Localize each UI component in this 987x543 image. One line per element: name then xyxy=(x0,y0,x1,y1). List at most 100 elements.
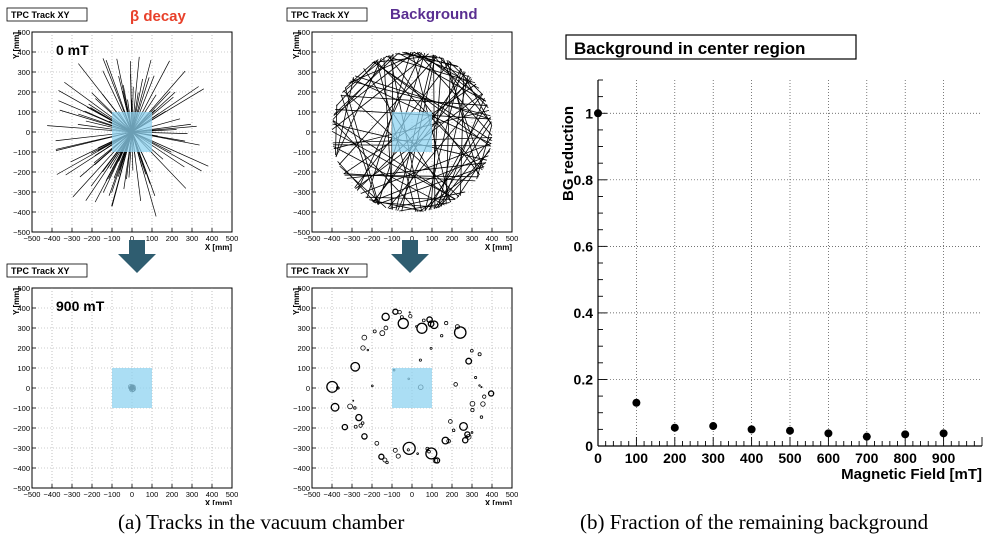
track xyxy=(335,57,382,158)
down-arrow-icon xyxy=(391,240,429,273)
x-tick-label: 0 xyxy=(594,450,602,466)
track xyxy=(350,361,361,372)
x-tick-label: 200 xyxy=(166,234,179,243)
track xyxy=(416,51,493,136)
x-tick-label: −100 xyxy=(104,490,121,499)
track xyxy=(408,314,413,319)
x-tick-label: 100 xyxy=(426,490,439,499)
y-tick-label: 500 xyxy=(17,284,30,293)
x-tick-label: −100 xyxy=(384,490,401,499)
x-tick-label: 400 xyxy=(486,234,499,243)
x-tick-label: −300 xyxy=(64,234,81,243)
x-tick-label: −300 xyxy=(64,490,81,499)
track xyxy=(337,386,340,390)
y-tick-label: 0 xyxy=(26,384,30,393)
x-tick-label: −100 xyxy=(384,234,401,243)
track xyxy=(459,421,468,431)
y-tick-label: −100 xyxy=(13,148,30,157)
track xyxy=(432,54,492,124)
y-tick-label: −500 xyxy=(293,484,310,493)
tpc-plot-beta-0mt: TPC Track XY−500−500−400−400−300−300−200… xyxy=(6,7,238,252)
track xyxy=(357,52,423,191)
track xyxy=(337,161,376,204)
track xyxy=(445,61,451,205)
x-tick-label: 100 xyxy=(625,450,649,466)
y-axis-label: BG reduction xyxy=(560,106,577,201)
tpc-plot-background-900mt: TPC Track XY−500−500−400−400−300−300−200… xyxy=(286,263,518,505)
tpc-plot-beta-900mt: TPC Track XY−500−500−400−400−300−300−200… xyxy=(6,263,238,505)
chart-title: Background in center region xyxy=(574,39,805,58)
x-tick-label: −200 xyxy=(364,234,381,243)
bg-reduction-chart: 0 100 200 300 400 500 600 700 800 900 0 0.2 0.4 0.6 0.… xyxy=(560,79,983,483)
track xyxy=(388,191,466,209)
track xyxy=(433,121,492,210)
y-tick-label: 500 xyxy=(297,284,310,293)
y-tick-label: −400 xyxy=(13,208,30,217)
y-tick-label: 300 xyxy=(297,68,310,77)
y-axis-label: Y [mm] xyxy=(292,288,301,315)
y-tick-label: −200 xyxy=(13,424,30,433)
track xyxy=(350,80,491,117)
data-point xyxy=(747,425,756,434)
track xyxy=(382,457,388,463)
y-tick-label: −200 xyxy=(293,168,310,177)
y-tick-label: 100 xyxy=(297,364,310,373)
track xyxy=(421,318,426,323)
y-tick-label: −400 xyxy=(293,464,310,473)
track xyxy=(487,390,495,397)
track xyxy=(480,401,486,407)
tracks xyxy=(326,308,495,465)
track xyxy=(381,312,390,322)
figure-b: Background in center region 0 100 200 300 40… xyxy=(560,34,983,483)
track xyxy=(399,202,450,212)
x-tick-label: −200 xyxy=(84,234,101,243)
y-tick-label: 0 xyxy=(585,438,593,454)
track xyxy=(482,394,487,399)
y-axis-label: Y [mm] xyxy=(292,32,301,59)
center-region xyxy=(392,368,432,408)
y-tick-label: −300 xyxy=(293,444,310,453)
center-region xyxy=(392,112,432,152)
x-axis-label: X [mm] xyxy=(485,499,512,505)
y-tick-label: −300 xyxy=(13,188,30,197)
y-tick-label: 0 xyxy=(26,128,30,137)
x-tick-label: −400 xyxy=(44,234,61,243)
title-box xyxy=(565,34,857,60)
track xyxy=(408,311,411,314)
plot-title-box xyxy=(286,263,368,278)
track xyxy=(476,125,493,180)
y-tick-label: −100 xyxy=(293,404,310,413)
x-tick-label: −500 xyxy=(24,490,41,499)
track xyxy=(379,330,386,337)
track xyxy=(335,104,338,156)
y-tick-label: 300 xyxy=(17,68,30,77)
data-point xyxy=(786,426,794,435)
center-region xyxy=(112,368,152,408)
track xyxy=(425,447,438,460)
y-tick-label: 300 xyxy=(297,324,310,333)
x-tick-label: −400 xyxy=(44,490,61,499)
y-tick-label: −200 xyxy=(293,424,310,433)
track xyxy=(378,453,385,460)
x-tick-label: −500 xyxy=(304,234,321,243)
track xyxy=(440,334,444,338)
data-point xyxy=(901,430,910,439)
plot-title: TPC Track XY xyxy=(291,266,350,276)
plot-title: TPC Track XY xyxy=(291,10,350,20)
track xyxy=(338,55,438,166)
y-tick-label: 200 xyxy=(17,344,30,353)
track xyxy=(465,357,473,365)
track xyxy=(416,322,428,334)
x-tick-label: −200 xyxy=(84,490,101,499)
x-tick-label: 500 xyxy=(778,450,802,466)
track xyxy=(347,403,353,410)
track xyxy=(332,120,456,200)
track xyxy=(361,334,368,341)
x-tick-label: 200 xyxy=(446,234,459,243)
track xyxy=(406,448,410,452)
caption-b: (b) Fraction of the remaining background xyxy=(580,510,929,534)
y-tick-label: 0 xyxy=(306,128,310,137)
track xyxy=(326,380,339,393)
y-tick-label: 0.4 xyxy=(574,305,594,321)
track xyxy=(330,402,340,412)
